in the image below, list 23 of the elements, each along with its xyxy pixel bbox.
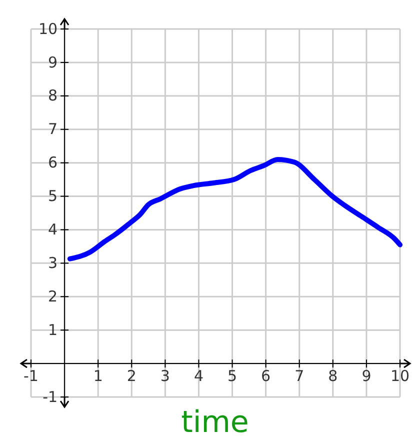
x-tick-label: 9 bbox=[362, 367, 372, 386]
y-tick-label: 5 bbox=[48, 187, 58, 206]
x-tick-label: -1 bbox=[24, 367, 38, 386]
x-tick-label: 10 bbox=[390, 367, 410, 386]
x-tick-label: 8 bbox=[328, 367, 338, 386]
x-tick-label: 3 bbox=[160, 367, 170, 386]
y-tick-label: 6 bbox=[48, 154, 58, 172]
y-tick-label: 9 bbox=[48, 53, 58, 72]
y-tick-label: 4 bbox=[48, 220, 58, 239]
x-tick-label: 4 bbox=[194, 367, 204, 386]
y-tick-label: 7 bbox=[48, 120, 58, 138]
x-tick-label: 7 bbox=[294, 367, 304, 386]
x-tick-label: 5 bbox=[228, 367, 238, 386]
x-tick-label: 6 bbox=[261, 367, 271, 386]
y-tick-label: 8 bbox=[48, 86, 58, 105]
x-tick-label: 2 bbox=[126, 367, 136, 386]
y-tick-label: 3 bbox=[48, 254, 58, 272]
y-tick-label: 10 bbox=[38, 20, 58, 38]
x-axis-title: time bbox=[181, 405, 249, 440]
y-tick-label: 2 bbox=[48, 287, 58, 306]
y-tick-label: -1 bbox=[42, 388, 58, 406]
y-tick-label: 1 bbox=[48, 320, 58, 339]
x-tick-label: 1 bbox=[93, 367, 103, 386]
